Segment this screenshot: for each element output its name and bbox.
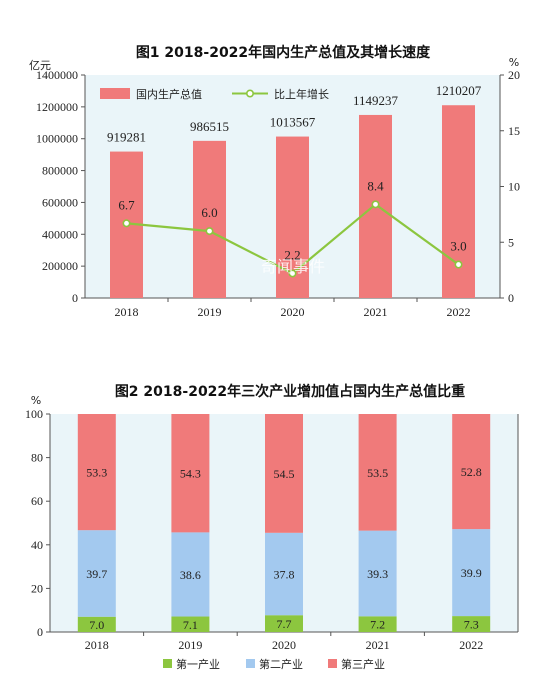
chart2-segment-2021-2 [358,530,397,617]
chart2-segment-label: 54.5 [274,467,295,481]
chart2-segment-label: 7.2 [370,618,385,632]
chart2-segment-2019-2 [171,532,210,617]
chart1-left-tick-label: 600000 [42,195,78,209]
chart1-left-tick-label: 1000000 [36,132,78,146]
chart2-segment-2018-3 [77,414,116,531]
chart1-left-tick-label: 0 [72,291,78,305]
chart2-x-tick-label: 2018 [85,638,109,652]
chart1-right-tick-label: 5 [508,235,514,249]
chart1-bar-label: 1149237 [353,93,399,108]
chart1-right-tick-label: 10 [508,180,520,194]
chart2-x-tick-label: 2022 [459,638,483,652]
chart2-y-tick-label: 20 [31,581,43,595]
chart2-y-tick-label: 80 [31,451,43,465]
chart1-left-tick-label: 1200000 [36,100,78,114]
chart2-segment-label: 37.8 [274,568,295,582]
chart2-segment-2021-3 [358,414,397,531]
chart1-left-tick-label: 800000 [42,164,78,178]
chart1-growth-label: 6.0 [201,205,217,220]
chart2-segment-2021-1 [358,616,397,632]
chart1-growth-point-2022 [454,260,463,269]
chart1-bar-2019 [193,140,226,298]
chart2-legend-label-2: 第二产业 [259,657,303,671]
chart2-segment-label: 7.1 [183,618,198,632]
chart1-legend-line-marker [246,89,255,98]
chart2-segment-label: 53.5 [367,466,388,480]
chart2-segment-label: 7.0 [89,618,104,632]
chart2-segment-label: 53.3 [86,466,107,480]
chart1-left-tick-label: 200000 [42,259,78,273]
chart2-legend-swatch-1 [163,659,172,668]
chart1-growth-label: 2.2 [284,247,300,262]
chart2-segment-label: 7.7 [277,617,292,631]
chart2-segment-2020-3 [265,414,303,533]
chart1-right-tick-label: 20 [508,68,520,82]
chart2-segment-label: 54.3 [180,467,201,481]
chart1-growth-point-2018 [122,219,131,228]
chart2-legend-label-1: 第一产业 [176,657,220,671]
chart2-segment-label: 7.3 [464,618,479,632]
chart2-segment-label: 39.9 [461,566,482,580]
chart1-growth-point-2019 [205,227,214,236]
chart2-segment-2022-2 [452,529,491,617]
chart1-legend-bar-label: 国内生产总值 [136,87,202,101]
chart2-segment-2018-1 [77,616,116,632]
chart2-axis-unit: % [31,394,41,407]
chart2-x-tick-label: 2021 [366,638,390,652]
chart1-right-tick-label: 15 [508,124,520,138]
chart2-y-tick-label: 60 [31,494,43,508]
chart2-segment-2019-1 [171,616,210,632]
chart2-y-tick-label: 40 [31,538,43,552]
chart1-growth-label: 8.4 [367,178,384,193]
chart1-x-tick-label: 2022 [447,305,471,319]
chart1-legend-line-label: 比上年增长 [274,87,329,101]
chart1-bar-label: 1210207 [436,83,482,98]
chart2-segment-2018-2 [77,530,116,617]
chart2-y-tick-label: 100 [25,407,43,421]
chart1-x-tick-label: 2020 [281,305,305,319]
chart1-left-tick-label: 400000 [42,227,78,241]
chart2-segment-label: 52.8 [461,465,482,479]
chart1-right-tick-label: 0 [508,291,514,305]
chart2-segment-2020-2 [265,532,303,616]
chart2-x-tick-label: 2019 [178,638,202,652]
chart2-legend-swatch-3 [328,659,337,668]
chart1-growth-label: 3.0 [450,239,466,254]
chart1-legend: 国内生产总值 比上年增长 [100,87,329,101]
chart2-legend-swatch-2 [246,659,255,668]
chart2-y-tick-label: 0 [37,625,43,639]
chart1-bar-label: 1013567 [270,115,316,130]
chart1-growth-label: 6.7 [118,197,135,212]
chart2-x-tick-label: 2020 [272,638,296,652]
chart2-segment-2019-3 [171,414,210,533]
watermark: 奇闻事件 [261,257,325,276]
chart2-segment-2022-3 [452,414,491,530]
chart2-legend-label-3: 第三产业 [341,657,385,671]
chart2-segment-label: 38.6 [180,568,201,582]
chart1-growth-point-2020 [288,269,297,278]
chart1-bar-label: 919281 [107,130,146,145]
chart1: 0 200000 400000 600000 800000 1000000 1200000 1… [36,68,520,319]
chart1-x-tick-label: 2019 [198,305,222,319]
chart2-segment-2020-1 [265,615,303,632]
chart1-right-axis-unit: % [509,56,519,69]
chart1-bar-2022 [442,105,475,298]
chart1-growth-point-2021 [371,200,380,209]
chart1-x-tick-label: 2018 [115,305,139,319]
chart1-left-tick-label: 1400000 [36,68,78,82]
chart2-legend: 第一产业 第二产业 第三产业 [163,657,385,671]
chart2: 0 20 40 60 80 100 7.0 39.7 53.3 2018 7.1 38.6 54.3 20… [25,407,519,671]
chart2-segment-label: 39.3 [367,567,388,581]
chart1-bar-label: 986515 [190,119,229,134]
chart2-segment-label: 39.7 [86,567,107,581]
chart1-legend-bar-swatch [100,88,130,99]
chart2-segment-2022-1 [452,616,491,632]
chart1-x-tick-label: 2021 [364,305,388,319]
chart1-left-axis-unit: 亿元 [29,59,51,72]
chart1-title: 图1 2018-2022年国内生产总值及其增长速度 [136,44,431,61]
chart2-title: 图2 2018-2022年三次产业增加值占国内生产总值比重 [115,383,465,400]
